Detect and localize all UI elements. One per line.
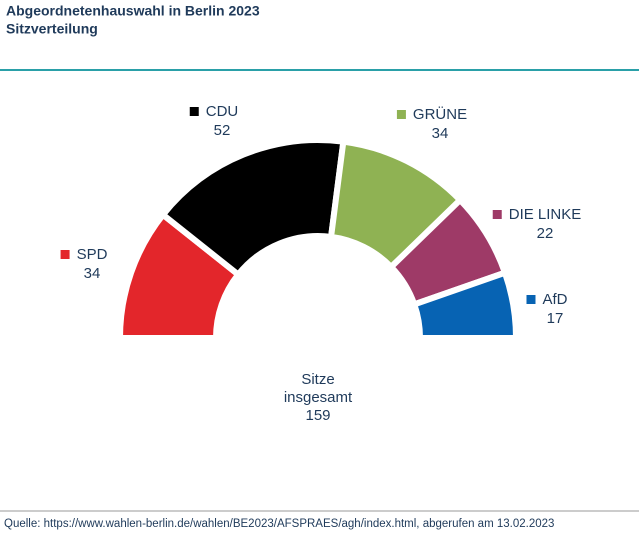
legend-swatch bbox=[189, 107, 199, 116]
value-label: 17 bbox=[547, 310, 564, 327]
chart-title: Abgeordnetenhauswahl in Berlin 2023 bbox=[6, 3, 260, 19]
legend-label: DIE LINKE bbox=[509, 206, 582, 223]
legend-swatch bbox=[492, 210, 502, 219]
center-label: Sitze bbox=[301, 371, 334, 388]
seat-segment bbox=[410, 268, 520, 341]
legend-label: CDU bbox=[206, 103, 239, 120]
center-label: insgesamt bbox=[284, 389, 353, 406]
chart-subtitle: Sitzverteilung bbox=[6, 21, 98, 37]
total-label: 159 bbox=[305, 407, 330, 424]
seat-segment bbox=[158, 137, 347, 279]
source: Quelle: https://www.wahlen-berlin.de/wah… bbox=[4, 518, 554, 530]
legend-label: SPD bbox=[77, 246, 108, 263]
value-label: 52 bbox=[214, 122, 231, 139]
legend-swatch bbox=[526, 295, 536, 304]
legend-label: AfD bbox=[542, 291, 567, 308]
value-label: 34 bbox=[84, 265, 101, 282]
legend-label: GRÜNE bbox=[413, 105, 467, 123]
value-label: 22 bbox=[537, 225, 554, 242]
legend-swatch bbox=[60, 250, 70, 259]
value-label: 34 bbox=[432, 125, 449, 142]
legend-swatch bbox=[396, 110, 406, 119]
